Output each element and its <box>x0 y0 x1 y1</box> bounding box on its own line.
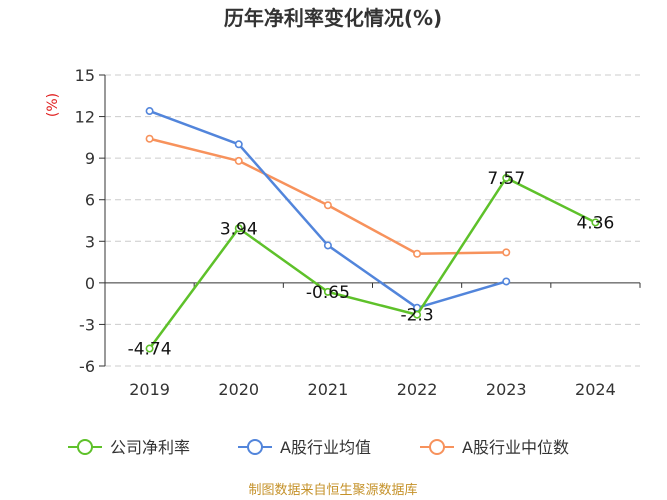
x-tick-label: 2024 <box>575 380 616 399</box>
data-point <box>413 310 422 319</box>
legend-label: 公司净利率 <box>110 438 190 457</box>
legend-marker <box>429 439 445 455</box>
data-point <box>323 241 332 250</box>
data-point <box>413 249 422 258</box>
x-tick-labels: 2019 2020 2021 2022 2023 2024 <box>129 380 616 399</box>
data-label: -0.65 <box>306 283 350 303</box>
data-label: -2.3 <box>400 306 433 326</box>
y-tick-label: 12 <box>75 108 95 127</box>
x-tick-label: 2023 <box>486 380 527 399</box>
y-tick-label: -6 <box>79 357 95 376</box>
chart-title: 历年净利率变化情况(%) <box>224 6 442 30</box>
data-label: 7.57 <box>487 169 525 189</box>
data-point <box>145 107 154 116</box>
data-labels: -4.74 3.94 -0.65 -2.3 7.57 4.36 <box>128 169 615 360</box>
x-tick-label: 2019 <box>129 380 170 399</box>
x-tick-label: 2021 <box>308 380 349 399</box>
series-line <box>149 137 507 256</box>
data-label: 3.94 <box>220 219 258 239</box>
x-tick-label: 2022 <box>397 380 438 399</box>
data-point <box>234 156 243 165</box>
data-point <box>323 287 332 296</box>
y-tick-label: 6 <box>85 191 95 210</box>
x-tick-label: 2020 <box>218 380 259 399</box>
y-tick-label: 0 <box>85 274 95 293</box>
legend: 公司净利率 A股行业均值 A股行业中位数 <box>68 438 569 457</box>
series-line <box>148 176 596 350</box>
data-label: 4.36 <box>576 213 614 233</box>
y-tick-labels: 15 12 9 6 3 0 -3 -6 <box>75 66 95 376</box>
data-point <box>591 218 600 227</box>
data-label: -4.74 <box>128 340 172 360</box>
data-point <box>323 201 332 210</box>
y-tick-label: 3 <box>85 232 95 251</box>
legend-marker <box>77 439 93 455</box>
legend-label: A股行业均值 <box>280 438 371 457</box>
y-tick-label: 15 <box>75 66 95 85</box>
grid-lines <box>105 74 640 367</box>
legend-marker <box>247 439 263 455</box>
y-axis-unit-label: (%) <box>45 93 61 117</box>
data-point <box>502 248 511 257</box>
legend-label: A股行业中位数 <box>462 438 569 457</box>
y-tick-label: 9 <box>85 149 95 168</box>
data-point <box>145 344 154 353</box>
source-note: 制图数据来自恒生聚源数据库 <box>248 482 417 498</box>
data-point <box>234 224 243 233</box>
series-lines <box>145 107 600 353</box>
data-point <box>145 134 154 143</box>
y-tick-label: -3 <box>79 315 95 334</box>
data-point <box>234 140 243 149</box>
data-point <box>502 277 511 286</box>
axes <box>99 74 641 367</box>
data-point <box>502 173 511 182</box>
